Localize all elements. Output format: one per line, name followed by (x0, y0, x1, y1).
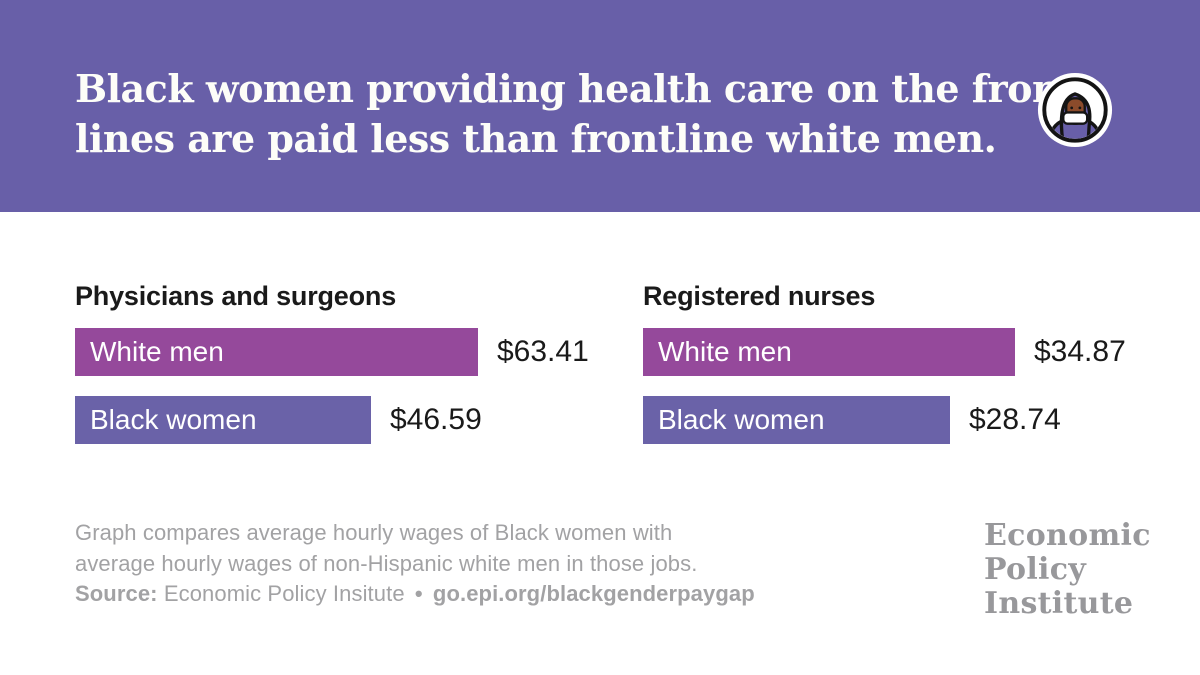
bar-black-women: Black women (75, 396, 371, 444)
masked-health-worker-icon (1037, 72, 1113, 148)
bar-row-black-women: Black women $28.74 (643, 396, 1188, 444)
header-band: Black women providing health care on the… (0, 0, 1200, 212)
footnote: Graph compares average hourly wages of B… (75, 518, 755, 610)
epi-logo-line-2: Policy (984, 552, 1087, 587)
bar-black-women: Black women (643, 396, 950, 444)
chart-title: Registered nurses (643, 281, 876, 311)
page-title-line-2: lines are paid less than frontline white… (75, 116, 997, 161)
source-text: Economic Policy Insitute (157, 581, 411, 606)
source-label: Source: (75, 581, 158, 606)
bar-value: $28.74 (969, 403, 1061, 436)
bar-label: Black women (90, 404, 257, 435)
page-title: Black women providing health care on the… (75, 64, 1077, 164)
bar-row-black-women: Black women $46.59 (75, 396, 620, 444)
bar-label: White men (90, 336, 224, 367)
epi-logo-line-1: Economic (984, 518, 1151, 553)
chart-physicians-and-surgeons: Physicians and surgeons White men $63.41… (75, 281, 620, 464)
bar-value: $46.59 (390, 403, 482, 436)
chart-title: Physicians and surgeons (75, 281, 397, 311)
bar-white-men: White men (643, 328, 1015, 376)
footnote-line-2: average hourly wages of non-Hispanic whi… (75, 550, 698, 576)
epi-logo: Economic Policy Institute (984, 519, 1151, 621)
bar-white-men: White men (75, 328, 478, 376)
epi-logo-line-3: Institute (984, 586, 1134, 621)
page-title-line-1: Black women providing health care on the… (75, 66, 1077, 111)
bar-value: $63.41 (497, 335, 589, 368)
bar-row-white-men: White men $63.41 (75, 328, 620, 376)
bar-label: Black women (658, 404, 825, 435)
bar-row-white-men: White men $34.87 (643, 328, 1188, 376)
bar-label: White men (658, 336, 792, 367)
source-line: Source: Economic Policy Insitute • go.ep… (75, 579, 755, 610)
footnote-line-1: Graph compares average hourly wages of B… (75, 520, 673, 545)
source-link: go.epi.org/blackgenderpaygap (426, 581, 755, 606)
bar-value: $34.87 (1034, 335, 1126, 368)
bullet-separator: • (414, 581, 423, 606)
chart-registered-nurses: Registered nurses White men $34.87 Black… (643, 281, 1188, 464)
